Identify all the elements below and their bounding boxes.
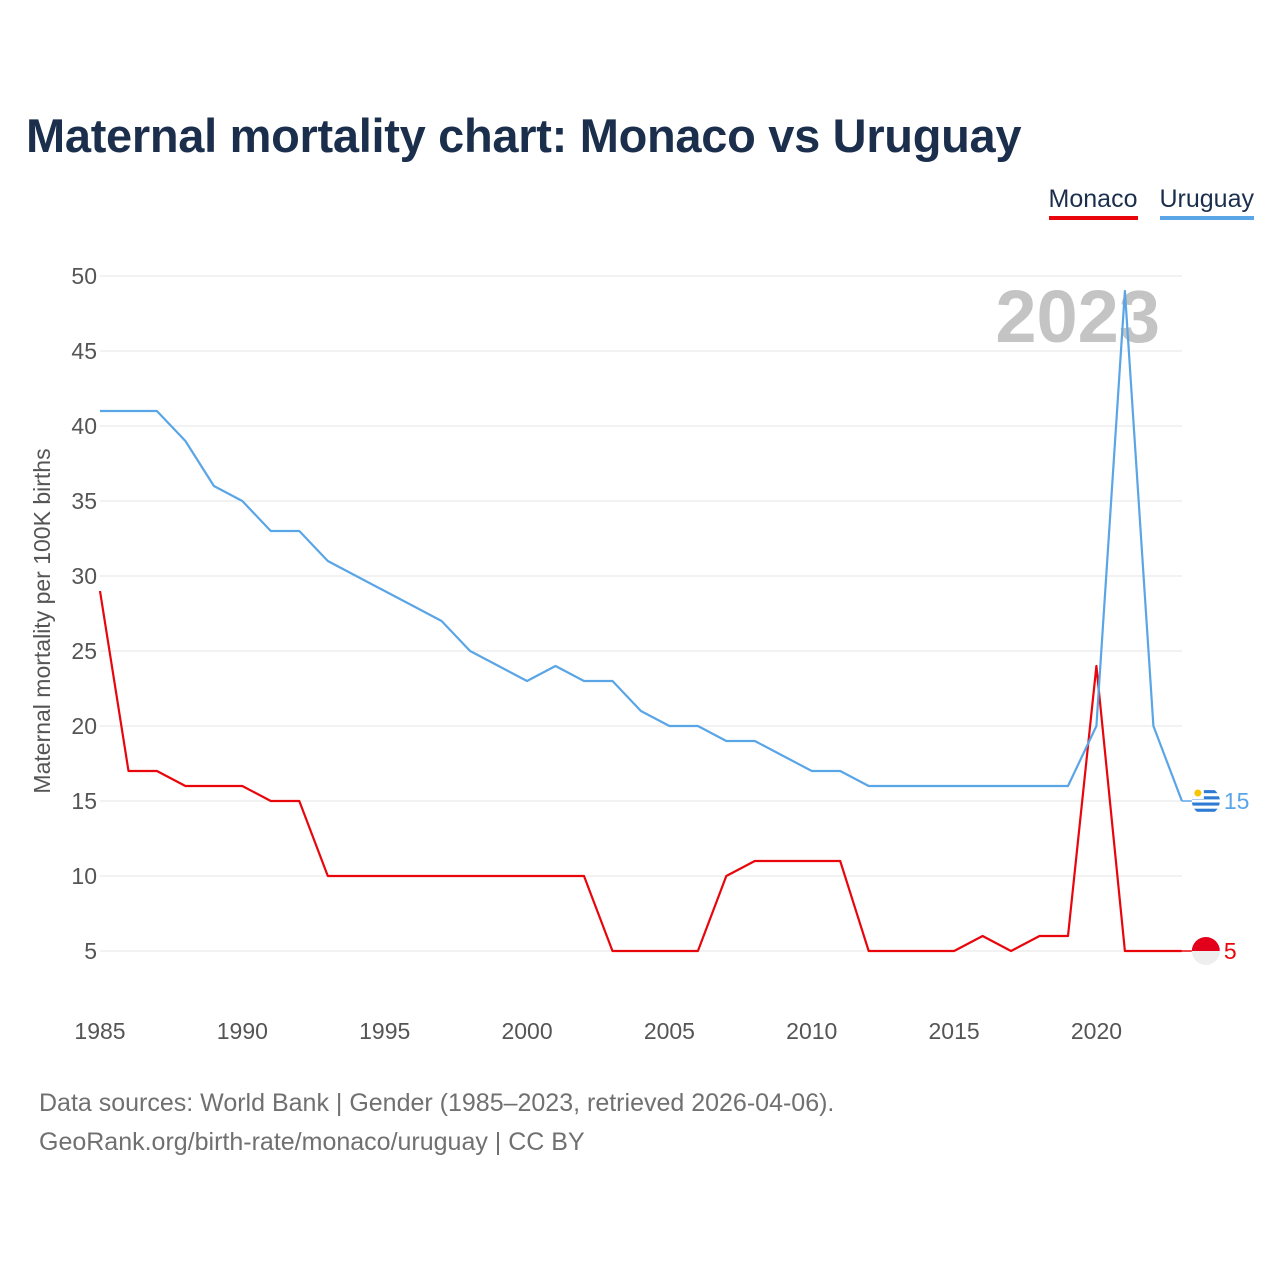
series-line-uruguay[interactable] <box>100 289 1183 802</box>
x-tick-label: 1985 <box>74 1018 125 1044</box>
legend-item-uruguay[interactable]: Uruguay <box>1159 184 1254 220</box>
x-tick-label: 2000 <box>501 1018 552 1044</box>
x-tick-label: 2015 <box>929 1018 980 1044</box>
y-tick-label: 15 <box>71 788 97 814</box>
footer-credit[interactable]: GeoRank.org/birth-rate/monaco/uruguay | … <box>39 1128 585 1156</box>
y-tick-label: 30 <box>71 563 97 589</box>
y-axis-ticks: 5 10 15 20 25 30 35 40 45 50 <box>71 263 97 964</box>
x-tick-label: 1995 <box>359 1018 410 1044</box>
y-tick-label: 45 <box>71 338 97 364</box>
end-value-label-uruguay: 15 <box>1224 788 1250 814</box>
line-chart: 5 10 15 20 25 30 35 40 45 50 1985 1990 1995 2000 2005… <box>29 263 1250 1044</box>
y-tick-label: 20 <box>71 713 97 739</box>
y-tick-label: 5 <box>84 938 97 964</box>
end-value-label-monaco: 5 <box>1224 938 1237 964</box>
flag-icon-uruguay <box>1191 787 1220 815</box>
flag-icon-monaco <box>1191 937 1220 965</box>
x-axis-ticks: 1985 1990 1995 2000 2005 2010 2015 2020 <box>74 1018 1122 1044</box>
x-tick-label: 2020 <box>1071 1018 1122 1044</box>
series-layer <box>98 289 1183 953</box>
y-axis-label: Maternal mortality per 100K births <box>29 448 55 793</box>
y-tick-label: 10 <box>71 863 97 889</box>
x-tick-label: 2005 <box>644 1018 695 1044</box>
footer-sources: Data sources: World Bank | Gender (1985–… <box>39 1089 835 1117</box>
y-tick-label: 50 <box>71 263 97 289</box>
series-line-monaco[interactable] <box>98 590 1182 953</box>
legend: Monaco Uruguay <box>1048 184 1254 220</box>
year-watermark: 2023 <box>995 275 1160 358</box>
chart-title: Maternal mortality chart: Monaco vs Urug… <box>26 109 1022 162</box>
y-tick-label: 35 <box>71 488 97 514</box>
x-tick-label: 2010 <box>786 1018 837 1044</box>
footer: Data sources: World Bank | Gender (1985–… <box>39 1084 834 1162</box>
y-tick-label: 40 <box>71 413 97 439</box>
legend-item-monaco[interactable]: Monaco <box>1048 184 1138 220</box>
y-tick-label: 25 <box>71 638 97 664</box>
series-endpoints: 5 15 <box>1181 787 1250 965</box>
grid-lines <box>100 275 1182 952</box>
x-tick-label: 1990 <box>217 1018 268 1044</box>
